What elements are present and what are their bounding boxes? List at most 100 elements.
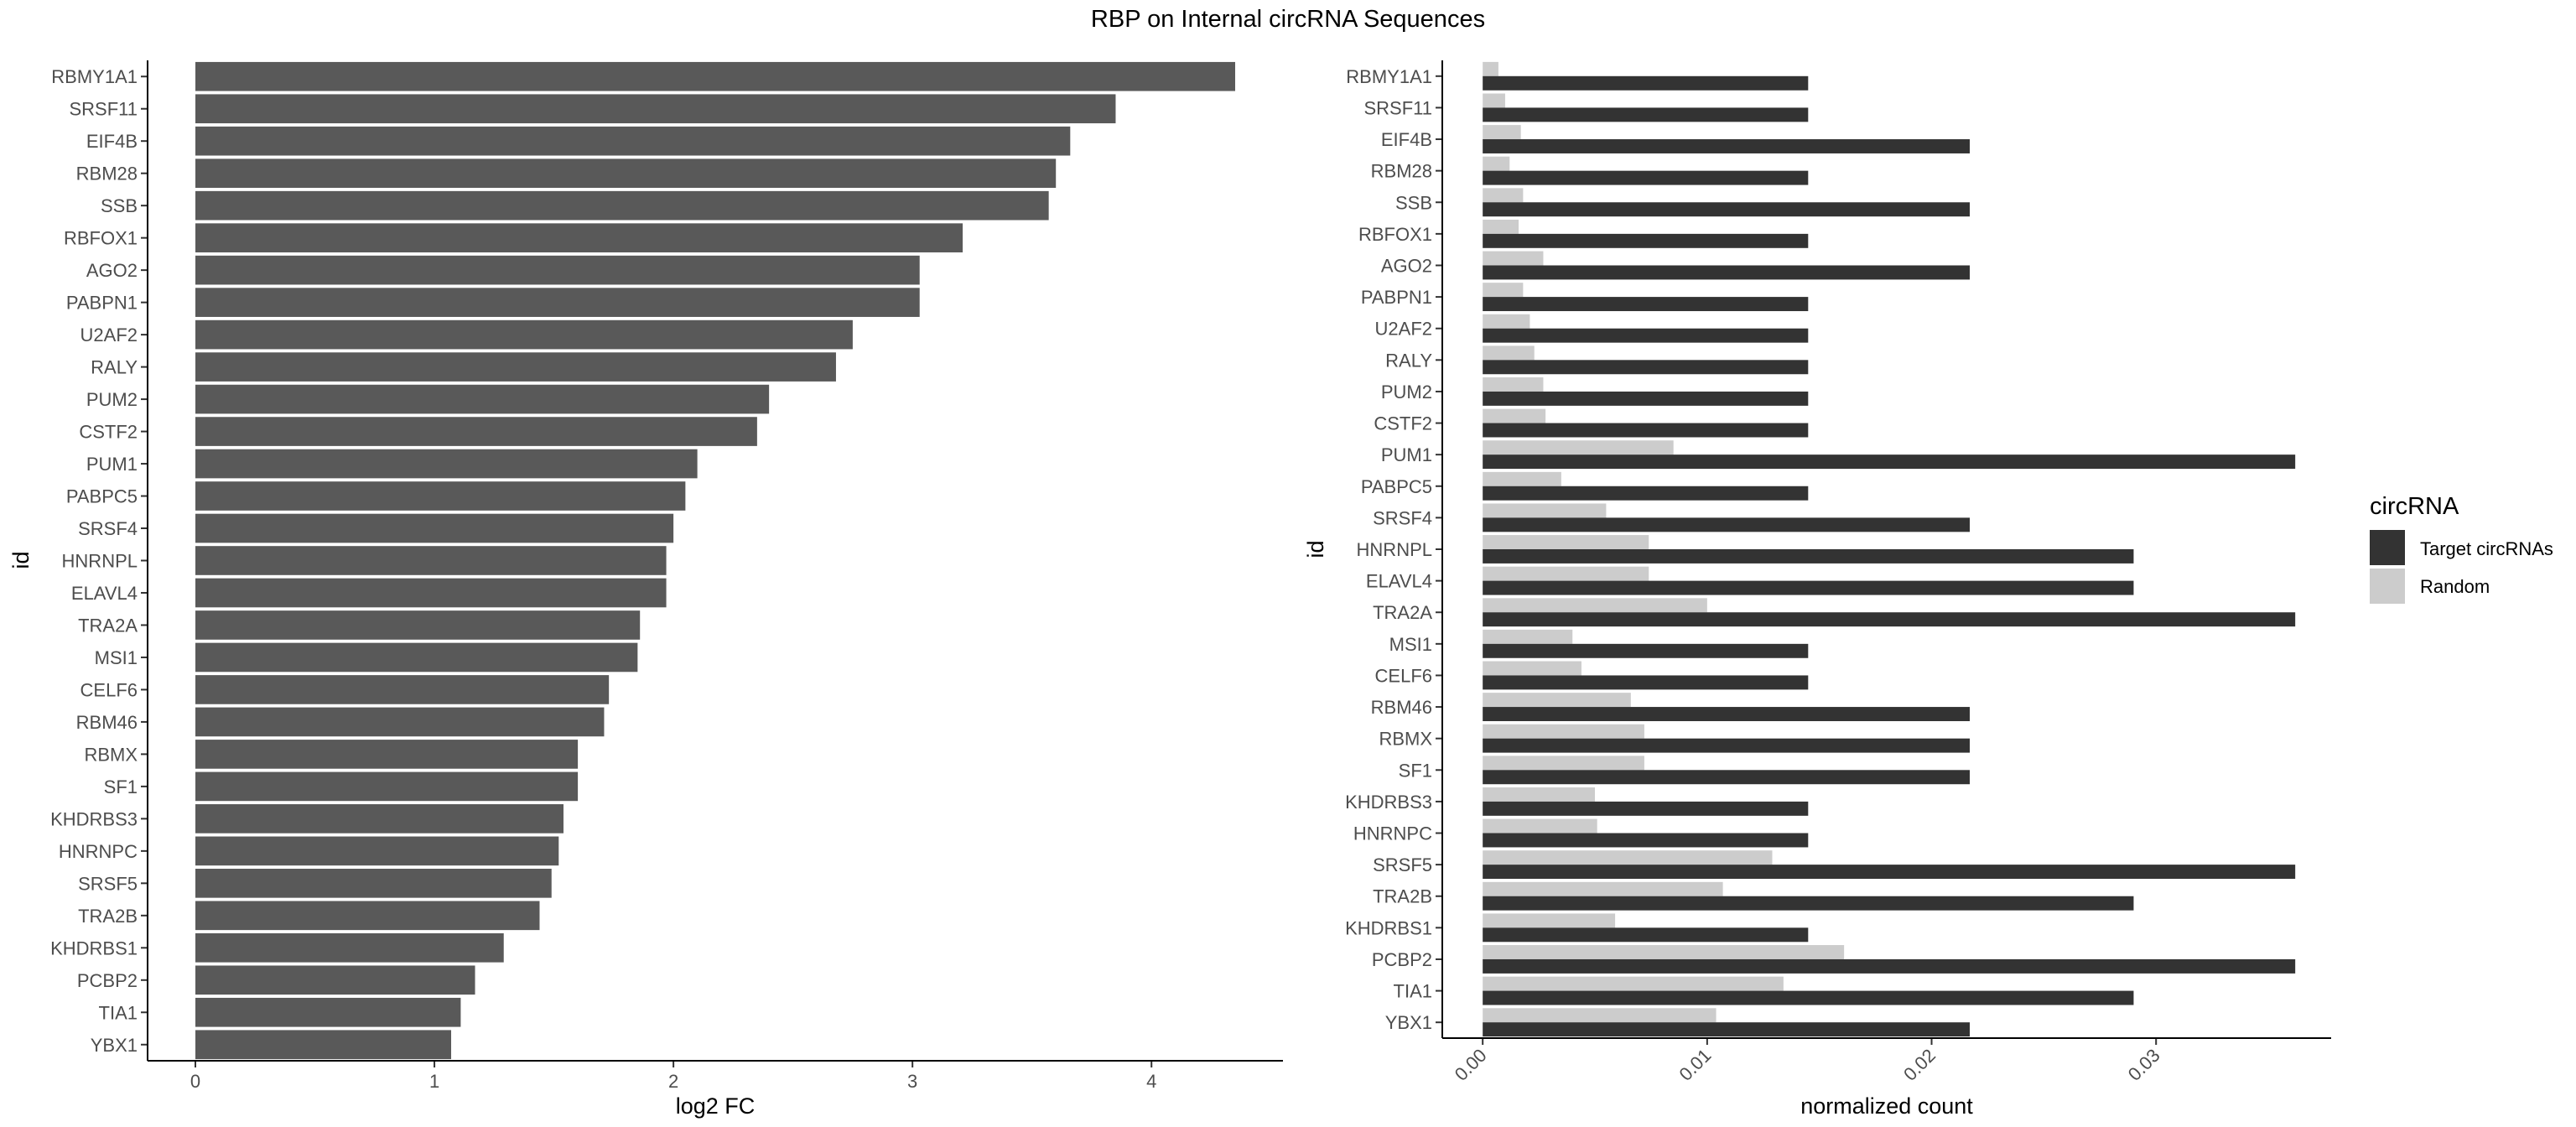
bar-target-srsf5 xyxy=(1483,865,2296,880)
bar-random-hnrnpl xyxy=(1483,535,1649,549)
bar-target-tia1 xyxy=(1483,990,2134,1005)
bar-log2fc-pabpn1 xyxy=(195,288,920,317)
y-tick-label: TIA1 xyxy=(1394,981,1432,1002)
bar-target-tra2b xyxy=(1483,896,2134,911)
left-panel-log2fc: RBMY1A1 SRSF11 EIF4B RBM28 SSB RBFOX1 AGO2 PABP… xyxy=(8,60,1283,1119)
y-tick-label: SRSF11 xyxy=(69,99,138,120)
bar-log2fc-srsf5 xyxy=(195,869,552,898)
y-tick-label: EIF4B xyxy=(86,131,138,152)
y-tick-label: SF1 xyxy=(1399,760,1432,781)
y-tick-label: CELF6 xyxy=(80,679,138,700)
bar-target-rbm46 xyxy=(1483,707,1971,721)
y-tick-label: ELAVL4 xyxy=(1366,571,1432,592)
bar-log2fc-elavl4 xyxy=(195,578,667,608)
y-tick-label: PCBP2 xyxy=(77,970,138,991)
bar-target-srsf11 xyxy=(1483,107,1809,122)
right-y-tick-labels: RBMY1A1 SRSF11 EIF4B RBM28 SSB RBFOX1 AGO2 PABP… xyxy=(1345,66,1442,1033)
y-tick-label: PUM2 xyxy=(86,389,138,410)
y-tick-label: AGO2 xyxy=(86,260,138,281)
y-tick-label: HNRNPC xyxy=(59,841,138,862)
y-tick-label: PABPC5 xyxy=(66,486,138,507)
bar-log2fc-tra2a xyxy=(195,610,641,640)
y-tick-label: PABPN1 xyxy=(1361,287,1432,308)
bar-random-rbm28 xyxy=(1483,156,1510,171)
bar-log2fc-rbm46 xyxy=(195,707,605,737)
bar-log2fc-ybx1 xyxy=(195,1030,452,1060)
legend-title: circRNA xyxy=(2370,493,2459,520)
bar-log2fc-ago2 xyxy=(195,255,920,285)
bar-log2fc-eif4b xyxy=(195,126,1071,156)
y-tick-label: MSI1 xyxy=(95,647,138,668)
y-tick-label: KHDRBS1 xyxy=(1345,917,1432,938)
x-tick-label: 1 xyxy=(429,1071,439,1092)
bar-target-rbfox1 xyxy=(1483,233,1809,248)
left-x-axis-label: log2 FC xyxy=(676,1093,756,1119)
bar-random-srsf11 xyxy=(1483,93,1505,108)
right-x-axis-label: normalized count xyxy=(1800,1093,1973,1119)
bar-random-hnrnpc xyxy=(1483,818,1597,834)
y-tick-label: TIA1 xyxy=(99,1002,138,1023)
bar-target-pum2 xyxy=(1483,391,1809,406)
bar-random-ybx1 xyxy=(1483,1008,1716,1023)
bar-random-pum1 xyxy=(1483,440,1674,455)
y-tick-label: CELF6 xyxy=(1375,665,1432,686)
y-tick-label: SRSF5 xyxy=(78,873,138,894)
bar-random-rbfox1 xyxy=(1483,219,1519,234)
bar-random-sf1 xyxy=(1483,756,1644,771)
legend: circRNA Target circRNAs Random xyxy=(2370,493,2553,604)
y-tick-label: RBM46 xyxy=(76,712,138,733)
bar-target-rbmy1a1 xyxy=(1483,75,1809,91)
figure-title: RBP on Internal circRNA Sequences xyxy=(1091,6,1485,33)
y-tick-label: KHDRBS3 xyxy=(1345,792,1432,813)
y-tick-label: TRA2A xyxy=(78,615,138,636)
bar-random-tia1 xyxy=(1483,976,1784,991)
bar-target-khdrbs3 xyxy=(1483,801,1809,816)
bar-log2fc-cstf2 xyxy=(195,417,757,446)
y-tick-label: CSTF2 xyxy=(79,422,138,443)
y-tick-label: RBFOX1 xyxy=(64,228,138,249)
bar-target-pabpc5 xyxy=(1483,486,1809,501)
bar-random-rbm46 xyxy=(1483,693,1631,708)
y-tick-label: RBM28 xyxy=(1371,161,1432,182)
y-tick-label: SRSF4 xyxy=(1373,507,1432,528)
bar-random-rbmy1a1 xyxy=(1483,61,1498,76)
bar-target-celf6 xyxy=(1483,675,1809,690)
y-tick-label: TRA2A xyxy=(1373,602,1432,623)
bar-random-pabpc5 xyxy=(1483,471,1561,486)
bar-target-rbm28 xyxy=(1483,170,1809,185)
y-tick-label: SSB xyxy=(101,195,138,216)
y-tick-label: RBMX xyxy=(84,744,138,765)
legend-label-target: Target circRNAs xyxy=(2420,538,2553,559)
y-tick-label: SRSF5 xyxy=(1373,854,1432,875)
y-tick-label: PCBP2 xyxy=(1372,949,1432,970)
bar-target-pum1 xyxy=(1483,454,2296,470)
bar-random-srsf4 xyxy=(1483,503,1607,518)
bar-target-srsf4 xyxy=(1483,517,1971,532)
bar-target-tra2a xyxy=(1483,612,2296,627)
y-tick-label: CSTF2 xyxy=(1374,413,1432,434)
left-bars xyxy=(195,61,1235,1060)
bar-target-khdrbs1 xyxy=(1483,927,1809,943)
bar-target-rbmx xyxy=(1483,738,1971,753)
left-x-tick-labels: 0 1 2 3 4 xyxy=(190,1061,1156,1092)
x-tick-label: 2 xyxy=(668,1071,678,1092)
y-tick-label: PABPC5 xyxy=(1361,476,1432,497)
y-tick-label: ELAVL4 xyxy=(71,583,138,604)
bar-random-pcbp2 xyxy=(1483,945,1845,959)
bar-target-hnrnpl xyxy=(1483,549,2134,564)
bar-log2fc-hnrnpl xyxy=(195,546,667,575)
bar-random-celf6 xyxy=(1483,661,1581,676)
x-tick-label: 3 xyxy=(907,1071,917,1092)
bar-target-raly xyxy=(1483,360,1809,375)
y-tick-label: SRSF11 xyxy=(1363,97,1432,118)
y-tick-label: RBM28 xyxy=(76,164,138,184)
bar-random-ago2 xyxy=(1483,251,1544,266)
bar-target-pcbp2 xyxy=(1483,958,2296,974)
bar-log2fc-rbm28 xyxy=(195,158,1057,189)
right-panel-normalized-count: RBMY1A1 SRSF11 EIF4B RBM28 SSB RBFOX1 AGO2 PABP… xyxy=(1303,60,2331,1119)
bar-log2fc-khdrbs3 xyxy=(195,804,564,834)
bar-log2fc-pum2 xyxy=(195,384,770,414)
bar-target-sf1 xyxy=(1483,770,1971,785)
right-y-axis-label: id xyxy=(1303,540,1328,558)
